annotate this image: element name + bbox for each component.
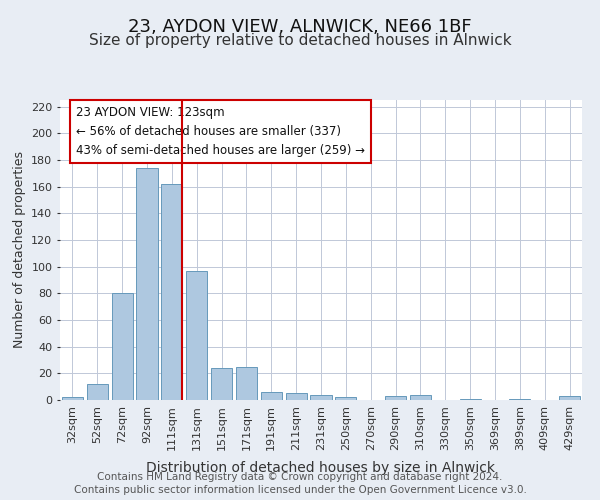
Bar: [161, 184, 182, 400]
Y-axis label: Number of detached properties: Number of detached properties: [13, 152, 26, 348]
X-axis label: Distribution of detached houses by size in Alnwick: Distribution of detached houses by size …: [146, 461, 496, 475]
Bar: [286, 394, 307, 400]
Bar: [460, 398, 481, 400]
Bar: [211, 368, 232, 400]
Bar: [136, 168, 158, 400]
Bar: [62, 398, 83, 400]
Bar: [410, 394, 431, 400]
Bar: [186, 270, 207, 400]
Bar: [112, 294, 133, 400]
Text: 23, AYDON VIEW, ALNWICK, NE66 1BF: 23, AYDON VIEW, ALNWICK, NE66 1BF: [128, 18, 472, 36]
Text: Size of property relative to detached houses in Alnwick: Size of property relative to detached ho…: [89, 32, 511, 48]
Text: Contains public sector information licensed under the Open Government Licence v3: Contains public sector information licen…: [74, 485, 526, 495]
Bar: [310, 394, 332, 400]
Text: Contains HM Land Registry data © Crown copyright and database right 2024.: Contains HM Land Registry data © Crown c…: [97, 472, 503, 482]
Bar: [509, 398, 530, 400]
Bar: [236, 366, 257, 400]
Bar: [335, 398, 356, 400]
Bar: [385, 396, 406, 400]
Bar: [261, 392, 282, 400]
Bar: [87, 384, 108, 400]
Text: 23 AYDON VIEW: 123sqm
← 56% of detached houses are smaller (337)
43% of semi-det: 23 AYDON VIEW: 123sqm ← 56% of detached …: [76, 106, 365, 157]
Bar: [559, 396, 580, 400]
